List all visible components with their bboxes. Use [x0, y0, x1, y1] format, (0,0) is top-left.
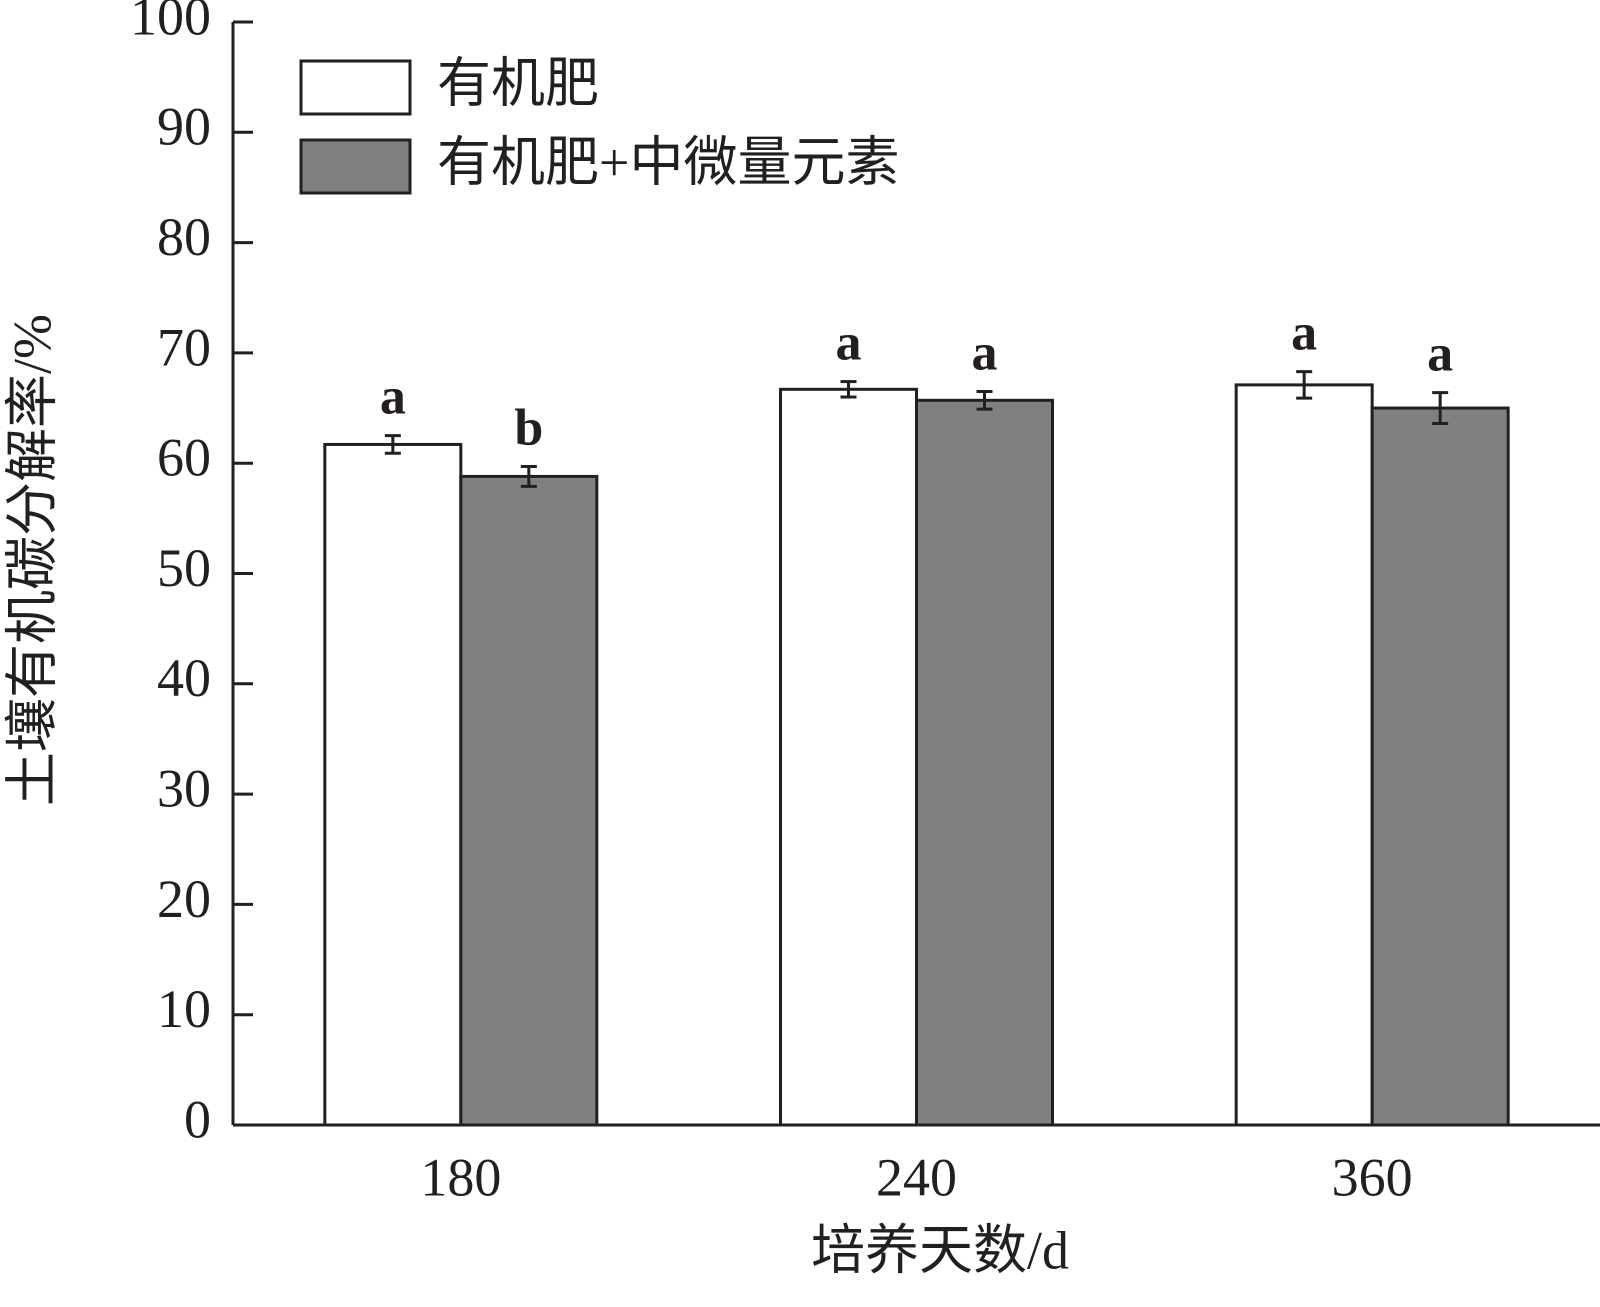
- y-tick-label: 100: [130, 0, 211, 46]
- error-bar: [384, 434, 401, 455]
- significance-label: b: [514, 399, 543, 456]
- error-bar: [1296, 370, 1313, 400]
- bar: [779, 387, 918, 1127]
- y-tick-label: 10: [157, 979, 211, 1039]
- significance-label: a: [1291, 305, 1317, 362]
- significance-label: a: [836, 315, 862, 372]
- error-bar: [520, 465, 537, 488]
- legend-swatch: [299, 138, 412, 195]
- y-tick-label: 0: [184, 1089, 211, 1149]
- bar: [323, 442, 463, 1127]
- bar: [1234, 383, 1374, 1127]
- significance-label: a: [972, 324, 998, 381]
- x-tick-label: 180: [420, 1147, 501, 1207]
- legend-label: 有机肥: [437, 53, 599, 113]
- y-tick-label: 20: [157, 869, 211, 929]
- y-tick-label: 40: [157, 648, 211, 708]
- significance-label: a: [380, 369, 406, 426]
- y-tick-label: 50: [157, 538, 211, 598]
- error-bar: [840, 380, 857, 399]
- x-tick-label: 240: [876, 1147, 957, 1207]
- error-bar: [976, 390, 993, 411]
- y-axis-label: 土壤有机碳分解率/%: [2, 314, 62, 806]
- error-bar: [1432, 391, 1449, 425]
- y-tick-label: 60: [157, 428, 211, 488]
- y-tick-label: 30: [157, 758, 211, 818]
- y-tick-label: 90: [157, 97, 211, 157]
- y-tick-label: 80: [157, 207, 211, 267]
- legend-label: 有机肥+中微量元素: [437, 132, 899, 192]
- legend-swatch: [299, 59, 412, 116]
- bar: [1370, 406, 1510, 1127]
- bar: [459, 474, 599, 1127]
- x-tick-label: 360: [1332, 1147, 1413, 1207]
- significance-label: a: [1427, 326, 1453, 383]
- bar: [915, 398, 1054, 1127]
- x-axis-label: 培养天数/d: [811, 1220, 1069, 1280]
- y-tick-label: 70: [157, 317, 211, 377]
